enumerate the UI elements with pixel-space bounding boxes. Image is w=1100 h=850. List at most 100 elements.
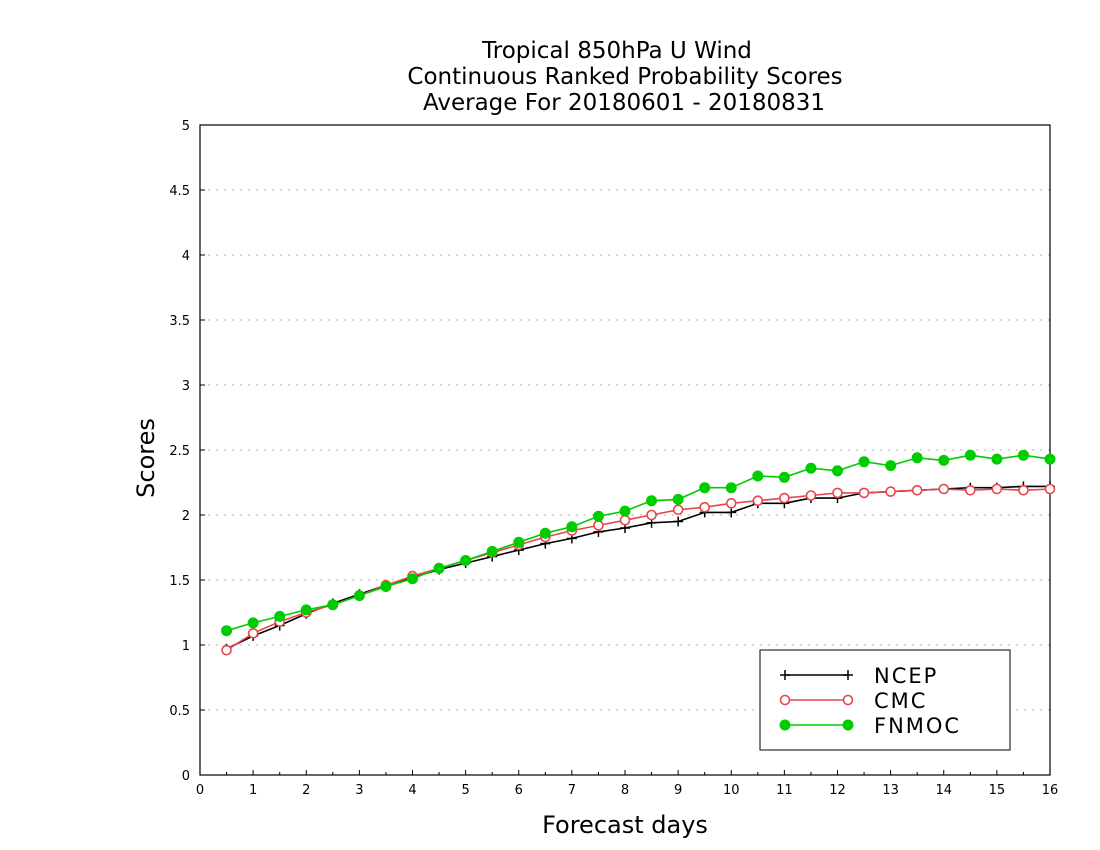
legend-label-cmc: CMC [874, 689, 927, 713]
y-tick-label: 0 [182, 769, 190, 784]
x-tick-label: 2 [302, 783, 310, 798]
x-tick-label: 4 [408, 783, 416, 798]
y-tick-label: 4 [182, 249, 190, 264]
x-tick-label: 6 [515, 783, 523, 798]
series-line-cmc [226, 488, 1051, 651]
data-point-fnmoc [486, 545, 498, 557]
series-line-ncep [226, 485, 1050, 650]
data-point-fnmoc [805, 462, 817, 474]
x-tick-label: 7 [568, 783, 576, 798]
data-point-ncep [726, 507, 737, 518]
gridlines [200, 189, 1050, 711]
data-point-cmc [699, 501, 710, 513]
data-point-ncep [673, 516, 684, 527]
data-point-fnmoc [938, 454, 950, 466]
chart-title-line-1: Tropical 850hPa U Wind [481, 38, 752, 64]
data-point-cmc [965, 484, 976, 496]
series-ncep [221, 481, 1055, 654]
data-point-fnmoc [274, 610, 286, 622]
data-point-fnmoc [646, 495, 658, 507]
y-tick-label: 3.5 [169, 314, 190, 329]
x-tick-label: 8 [621, 783, 629, 798]
data-point-fnmoc [778, 471, 790, 483]
plot-area [221, 449, 1056, 656]
data-point-cmc [832, 487, 843, 499]
data-point-cmc [1044, 483, 1056, 495]
data-point-fnmoc [327, 599, 339, 611]
data-point-cmc [221, 644, 232, 656]
y-axis-title: Scores [132, 418, 160, 498]
y-tick-label: 2 [182, 509, 190, 524]
data-point-fnmoc [1044, 453, 1056, 465]
x-tick-label: 11 [776, 783, 793, 798]
legend-label-ncep: NCEP [874, 664, 938, 688]
data-point-fnmoc [885, 460, 897, 472]
y-tick-label: 2.5 [169, 444, 190, 459]
data-point-fnmoc [221, 625, 233, 637]
x-tick-label: 15 [989, 783, 1006, 798]
x-tick-label: 13 [882, 783, 899, 798]
x-tick-label: 9 [674, 783, 682, 798]
data-point-fnmoc [964, 449, 976, 461]
legend-marker-cmc [842, 694, 854, 706]
data-point-cmc [672, 504, 684, 516]
data-point-cmc [593, 520, 604, 531]
data-point-fnmoc [991, 453, 1003, 465]
series-cmc [221, 483, 1056, 656]
y-tick-label: 3 [182, 379, 190, 394]
data-point-cmc [1018, 484, 1029, 496]
chart-title: Tropical 850hPa U Wind Continuous Ranked… [407, 38, 842, 116]
data-point-fnmoc [858, 456, 870, 468]
series-fnmoc [221, 449, 1056, 637]
x-tick-label: 5 [461, 783, 469, 798]
data-point-cmc [805, 490, 817, 501]
x-tick-label: 3 [355, 783, 363, 798]
data-point-cmc [779, 492, 790, 504]
legend-marker-cmc [779, 694, 791, 706]
data-point-cmc [247, 627, 259, 639]
x-tick-label: 0 [196, 783, 204, 798]
data-point-cmc [858, 487, 870, 499]
data-point-cmc [752, 495, 764, 507]
series-line-fnmoc [226, 454, 1051, 632]
data-point-cmc [911, 484, 923, 496]
chart-title-line-3: Average For 20180601 - 20180831 [423, 90, 825, 116]
data-point-fnmoc [752, 470, 764, 482]
x-axis-title: Forecast days [542, 811, 708, 839]
legend-marker-ncep [780, 670, 790, 680]
chart-title-line-2: Continuous Ranked Probability Scores [407, 64, 842, 90]
x-tick-label: 12 [829, 783, 846, 798]
data-point-fnmoc [619, 505, 631, 517]
data-point-fnmoc [380, 581, 392, 592]
legend-marker-fnmoc [842, 719, 854, 731]
y-tick-label: 4.5 [169, 184, 190, 199]
x-tick-label: 10 [723, 783, 740, 798]
axes: 0 1 2 3 4 5 6 7 8 9 10 11 12 13 14 15 1600.511.522.533.5… [169, 119, 1058, 798]
data-point-fnmoc [539, 527, 551, 539]
data-point-fnmoc [407, 573, 418, 585]
x-tick-label: 16 [1042, 783, 1059, 798]
data-point-fnmoc [300, 604, 312, 616]
x-tick-label: 1 [249, 783, 257, 798]
data-point-fnmoc [460, 555, 472, 566]
data-point-fnmoc [433, 562, 445, 574]
y-tick-label: 0.5 [169, 704, 190, 719]
data-point-fnmoc [566, 521, 578, 533]
data-point-cmc [938, 483, 950, 495]
data-point-fnmoc [832, 465, 843, 477]
data-point-fnmoc [513, 536, 525, 548]
data-point-cmc [619, 514, 631, 526]
data-point-cmc [885, 486, 896, 497]
legend-label-fnmoc: FNMOC [874, 714, 961, 738]
y-tick-label: 5 [182, 119, 190, 134]
data-point-cmc [725, 497, 737, 509]
x-tick-label: 14 [935, 783, 952, 798]
data-point-fnmoc [353, 590, 365, 602]
data-point-fnmoc [672, 493, 684, 505]
data-point-fnmoc [911, 452, 923, 464]
data-point-cmc [991, 483, 1003, 495]
data-point-fnmoc [725, 482, 737, 494]
legend-marker-fnmoc [779, 719, 791, 731]
